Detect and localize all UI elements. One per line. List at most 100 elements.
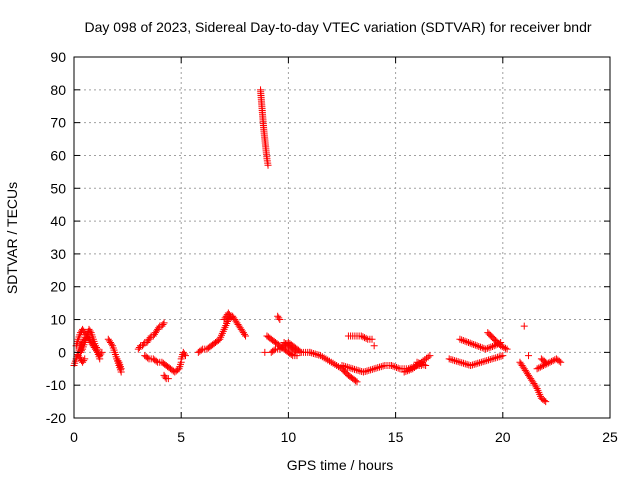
data-point bbox=[293, 348, 301, 356]
data-point bbox=[500, 343, 508, 351]
data-point bbox=[532, 383, 540, 391]
data-point bbox=[352, 377, 360, 385]
data-point bbox=[466, 339, 474, 347]
data-point bbox=[240, 330, 248, 338]
y-tick-label: 0 bbox=[58, 344, 66, 360]
data-point bbox=[461, 360, 469, 368]
data-point bbox=[361, 334, 369, 342]
data-point bbox=[261, 348, 269, 356]
data-point bbox=[81, 355, 89, 363]
y-tick-label: 90 bbox=[50, 49, 66, 65]
data-point bbox=[324, 356, 332, 364]
data-point bbox=[405, 366, 413, 374]
data-point bbox=[461, 337, 469, 345]
data-point bbox=[331, 360, 339, 368]
x-tick-label: 5 bbox=[177, 429, 185, 445]
data-point bbox=[275, 314, 283, 322]
data-point bbox=[394, 364, 402, 372]
data-point bbox=[353, 378, 361, 386]
data-point bbox=[463, 360, 471, 368]
data-point bbox=[422, 361, 430, 369]
data-point bbox=[276, 316, 284, 324]
data-point bbox=[420, 361, 428, 369]
x-tick-label: 15 bbox=[388, 429, 404, 445]
grid-lines bbox=[74, 57, 610, 418]
data-point bbox=[164, 375, 172, 383]
data-point bbox=[334, 363, 342, 371]
data-point bbox=[376, 363, 384, 371]
data-point bbox=[498, 343, 506, 351]
data-point bbox=[488, 355, 496, 363]
data-point bbox=[489, 342, 497, 350]
data-point bbox=[487, 343, 495, 351]
data-point bbox=[93, 343, 101, 351]
data-point bbox=[135, 343, 143, 351]
data-point bbox=[389, 362, 397, 370]
data-point bbox=[464, 339, 472, 347]
data-point bbox=[349, 365, 357, 373]
data-point bbox=[418, 360, 426, 368]
data-point bbox=[540, 357, 548, 365]
data-point bbox=[309, 349, 317, 357]
data-point bbox=[242, 332, 250, 340]
data-point bbox=[520, 322, 528, 330]
tick-labels: 0 5 10 15 20 25 -20 -10 0 10 20 30 40 50 60 70 80 90 bbox=[46, 49, 618, 445]
data-point bbox=[402, 367, 410, 375]
data-point bbox=[287, 351, 295, 359]
data-point bbox=[540, 396, 548, 404]
data-points bbox=[70, 86, 565, 406]
data-point bbox=[391, 363, 399, 371]
data-point bbox=[449, 356, 457, 364]
data-point bbox=[354, 366, 362, 374]
data-point bbox=[452, 357, 460, 365]
data-point bbox=[533, 365, 541, 373]
data-point bbox=[538, 362, 546, 370]
data-point bbox=[492, 354, 500, 362]
data-point bbox=[458, 359, 466, 367]
y-tick-label: 50 bbox=[50, 180, 66, 196]
data-point bbox=[225, 311, 233, 319]
data-point bbox=[270, 346, 278, 354]
data-point bbox=[549, 357, 557, 365]
data-point bbox=[367, 366, 375, 374]
data-point bbox=[479, 358, 487, 366]
data-point bbox=[392, 363, 400, 371]
data-point bbox=[359, 368, 367, 376]
data-point bbox=[471, 341, 479, 349]
y-tick-label: -10 bbox=[46, 377, 66, 393]
y-tick-label: 30 bbox=[50, 246, 66, 262]
data-point bbox=[342, 363, 350, 371]
data-point bbox=[426, 352, 434, 360]
data-point bbox=[180, 350, 188, 358]
data-point bbox=[458, 336, 466, 344]
data-point bbox=[485, 356, 493, 364]
data-point bbox=[345, 364, 353, 372]
data-point bbox=[415, 359, 423, 367]
data-point bbox=[370, 365, 378, 373]
data-point bbox=[322, 355, 330, 363]
data-point bbox=[413, 358, 421, 366]
data-point bbox=[463, 338, 471, 346]
data-point bbox=[459, 337, 467, 345]
data-point bbox=[525, 352, 533, 360]
data-point bbox=[227, 312, 235, 320]
data-point bbox=[140, 340, 148, 348]
y-tick-label: 10 bbox=[50, 312, 66, 328]
data-point bbox=[477, 358, 485, 366]
x-tick-label: 20 bbox=[495, 429, 511, 445]
data-point bbox=[473, 342, 481, 350]
x-tick-label: 25 bbox=[602, 429, 618, 445]
data-point bbox=[315, 351, 323, 359]
data-point bbox=[459, 359, 467, 367]
data-point bbox=[146, 334, 154, 342]
y-axis-title: SDTVAR / TECUs bbox=[4, 182, 20, 294]
data-point bbox=[493, 353, 501, 361]
data-point bbox=[501, 344, 509, 352]
data-point bbox=[454, 358, 462, 366]
data-point bbox=[338, 361, 346, 369]
data-point bbox=[475, 342, 483, 350]
data-point bbox=[497, 352, 505, 360]
data-point bbox=[325, 357, 333, 365]
data-point bbox=[387, 361, 395, 369]
